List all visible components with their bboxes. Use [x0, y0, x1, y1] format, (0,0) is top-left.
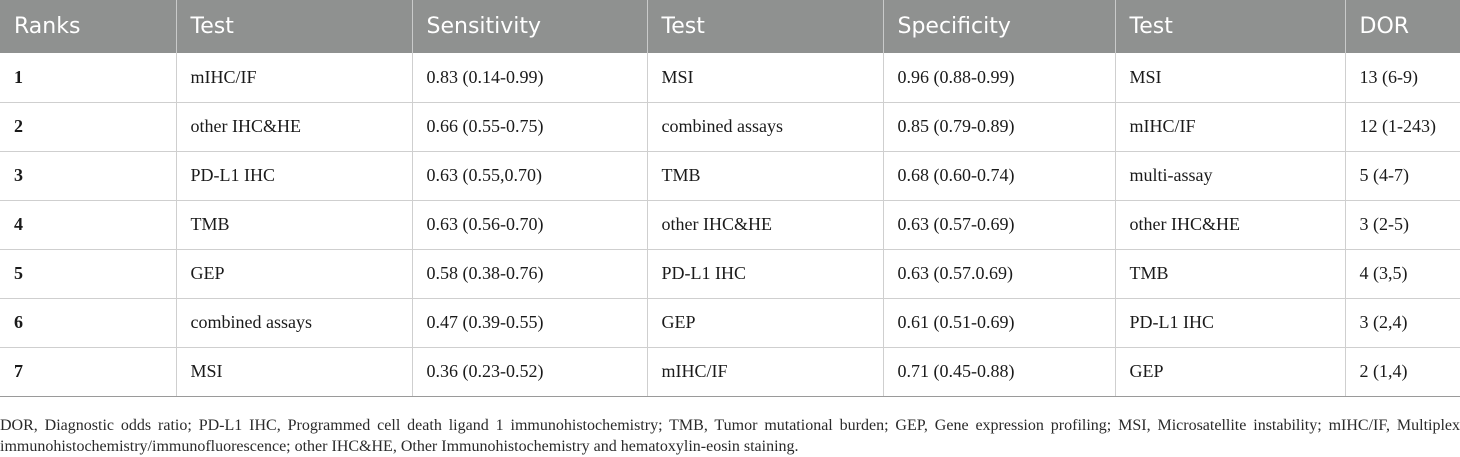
- specificity-test-cell: other IHC&HE: [646, 200, 883, 250]
- specificity-test-cell: TMB: [646, 151, 883, 201]
- specificity-test-cell: MSI: [646, 53, 883, 103]
- sensitivity-test-cell: GEP: [175, 249, 412, 299]
- rank-cell: 3: [0, 151, 176, 201]
- header-sensitivity: Sensitivity: [411, 0, 647, 53]
- table-row: 4 TMB 0.63 (0.56-0.70) other IHC&HE 0.63…: [0, 200, 1460, 250]
- table-row: 7 MSI 0.36 (0.23-0.52) mIHC/IF 0.71 (0.4…: [0, 347, 1460, 397]
- dor-cell: 3 (2-5): [1344, 200, 1460, 250]
- sensitivity-cell: 0.36 (0.23-0.52): [411, 347, 647, 397]
- table-row: 2 other IHC&HE 0.66 (0.55-0.75) combined…: [0, 102, 1460, 152]
- dor-test-cell: multi-assay: [1114, 151, 1345, 201]
- rank-cell: 1: [0, 53, 176, 103]
- dor-test-cell: PD-L1 IHC: [1114, 298, 1345, 348]
- table-row: 1 mIHC/IF 0.83 (0.14-0.99) MSI 0.96 (0.8…: [0, 53, 1460, 103]
- rank-cell: 2: [0, 102, 176, 152]
- sensitivity-test-cell: combined assays: [175, 298, 412, 348]
- specificity-cell: 0.85 (0.79-0.89): [882, 102, 1115, 152]
- rank-cell: 4: [0, 200, 176, 250]
- specificity-cell: 0.71 (0.45-0.88): [882, 347, 1115, 397]
- specificity-cell: 0.61 (0.51-0.69): [882, 298, 1115, 348]
- header-ranks: Ranks: [14, 14, 81, 39]
- header-test-sensitivity: Test: [175, 0, 412, 53]
- header-specificity: Specificity: [882, 0, 1115, 53]
- specificity-test-cell: GEP: [646, 298, 883, 348]
- table-row: 5 GEP 0.58 (0.38-0.76) PD-L1 IHC 0.63 (0…: [0, 249, 1460, 299]
- sensitivity-test-cell: MSI: [175, 347, 412, 397]
- dor-test-cell: mIHC/IF: [1114, 102, 1345, 152]
- dor-cell: 4 (3,5): [1344, 249, 1460, 299]
- table-footnote: DOR, Diagnostic odds ratio; PD-L1 IHC, P…: [0, 417, 1460, 455]
- specificity-cell: 0.63 (0.57-0.69): [882, 200, 1115, 250]
- sensitivity-cell: 0.83 (0.14-0.99): [411, 53, 647, 103]
- specificity-cell: 0.96 (0.88-0.99): [882, 53, 1115, 103]
- dor-cell: 12 (1-243): [1344, 102, 1460, 152]
- sensitivity-test-cell: mIHC/IF: [175, 53, 412, 103]
- specificity-test-cell: mIHC/IF: [646, 347, 883, 397]
- specificity-cell: 0.68 (0.60-0.74): [882, 151, 1115, 201]
- rank-cell: 7: [0, 347, 176, 397]
- header-row: Ranks Test Sensitivity Test Specificity …: [0, 0, 1460, 53]
- table-body: 1 mIHC/IF 0.83 (0.14-0.99) MSI 0.96 (0.8…: [0, 53, 1460, 397]
- sensitivity-cell: 0.63 (0.56-0.70): [411, 200, 647, 250]
- dor-cell: 2 (1,4): [1344, 347, 1460, 397]
- rank-cell: 6: [0, 298, 176, 348]
- dor-test-cell: GEP: [1114, 347, 1345, 397]
- dor-cell: 5 (4-7): [1344, 151, 1460, 201]
- sensitivity-test-cell: TMB: [175, 200, 412, 250]
- sensitivity-cell: 0.66 (0.55-0.75): [411, 102, 647, 152]
- dor-cell: 3 (2,4): [1344, 298, 1460, 348]
- ranking-table: Ranks Test Sensitivity Test Specificity …: [0, 0, 1460, 397]
- specificity-test-cell: PD-L1 IHC: [646, 249, 883, 299]
- header-test-specificity: Test: [646, 0, 883, 53]
- specificity-cell: 0.63 (0.57.0.69): [882, 249, 1115, 299]
- sensitivity-test-cell: PD-L1 IHC: [175, 151, 412, 201]
- dor-test-cell: MSI: [1114, 53, 1345, 103]
- header-dor: DOR: [1344, 0, 1460, 53]
- sensitivity-cell: 0.47 (0.39-0.55): [411, 298, 647, 348]
- dor-test-cell: other IHC&HE: [1114, 200, 1345, 250]
- table-row: 3 PD-L1 IHC 0.63 (0.55,0.70) TMB 0.68 (0…: [0, 151, 1460, 201]
- table-row: 6 combined assays 0.47 (0.39-0.55) GEP 0…: [0, 298, 1460, 348]
- rank-cell: 5: [0, 249, 176, 299]
- header-test-dor: Test: [1114, 0, 1345, 53]
- sensitivity-cell: 0.58 (0.38-0.76): [411, 249, 647, 299]
- sensitivity-cell: 0.63 (0.55,0.70): [411, 151, 647, 201]
- specificity-test-cell: combined assays: [646, 102, 883, 152]
- dor-cell: 13 (6-9): [1344, 53, 1460, 103]
- dor-test-cell: TMB: [1114, 249, 1345, 299]
- table-header: Ranks Test Sensitivity Test Specificity …: [0, 0, 1460, 53]
- sensitivity-test-cell: other IHC&HE: [175, 102, 412, 152]
